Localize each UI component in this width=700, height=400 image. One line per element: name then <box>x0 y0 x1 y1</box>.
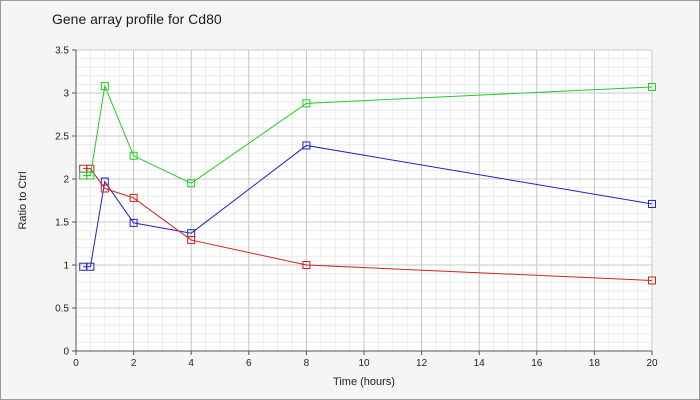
y-tick-label: 2.5 <box>55 132 69 143</box>
data-point-marker <box>648 82 656 91</box>
x-tick-label: 6 <box>246 358 252 369</box>
data-point-marker <box>187 179 196 188</box>
data-point-marker <box>302 261 311 269</box>
x-tick-label: 8 <box>304 358 310 369</box>
series-line <box>83 144 653 268</box>
x-tick-label: 20 <box>646 358 658 369</box>
data-point-marker <box>86 262 95 271</box>
x-tick-label: 10 <box>358 358 370 369</box>
series-2 <box>79 164 656 285</box>
data-point-marker <box>302 141 311 150</box>
data-point-marker <box>100 184 109 193</box>
y-tick-label: 1 <box>63 261 69 272</box>
x-axis-title: Time (hours) <box>333 376 395 388</box>
series-line <box>83 168 653 281</box>
x-tick-label: 2 <box>131 358 137 369</box>
y-axis-title: Ratio to Ctrl <box>17 171 29 229</box>
data-point-marker <box>129 193 138 202</box>
x-tick-label: 4 <box>188 358 194 369</box>
data-point-marker <box>86 171 95 180</box>
y-tick-label: 2 <box>63 175 69 186</box>
data-point-marker <box>100 82 109 91</box>
data-point-marker <box>129 218 138 227</box>
x-tick-label: 14 <box>474 358 486 369</box>
y-tick-label: 3.5 <box>55 46 69 57</box>
data-point-marker <box>129 151 138 160</box>
series-3 <box>79 82 656 188</box>
chart-title: Gene array profile for Cd80 <box>52 11 222 27</box>
series-line <box>83 84 653 184</box>
x-tick-label: 12 <box>416 358 428 369</box>
data-point-marker <box>302 99 311 108</box>
y-tick-label: 3 <box>63 89 69 100</box>
x-tick-label: 16 <box>531 358 543 369</box>
data-point-marker <box>648 199 656 208</box>
data-point-marker <box>648 276 656 285</box>
x-tick-label: 18 <box>589 358 601 369</box>
y-tick-label: 0.5 <box>55 304 69 315</box>
y-tick-label: 1.5 <box>55 218 69 229</box>
data-point-marker <box>187 236 196 245</box>
x-tick-label: 0 <box>73 358 79 369</box>
y-tick-label: 0 <box>63 347 69 358</box>
